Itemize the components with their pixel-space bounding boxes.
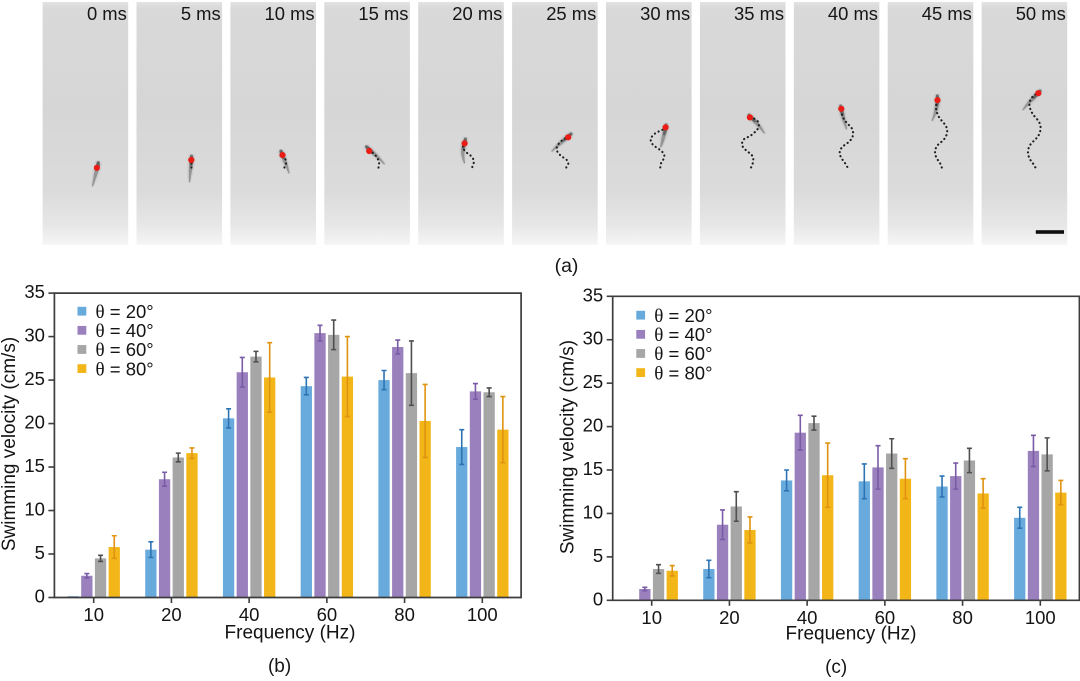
svg-text:40 ms: 40 ms — [828, 3, 878, 24]
svg-text:θ = 60°: θ = 60° — [654, 343, 712, 365]
svg-text:Frequency (Hz): Frequency (Hz) — [225, 623, 356, 644]
svg-text:5 ms: 5 ms — [181, 3, 221, 24]
svg-text:10: 10 — [641, 607, 662, 628]
svg-text:45 ms: 45 ms — [922, 3, 972, 24]
svg-text:θ = 20°: θ = 20° — [654, 305, 712, 327]
svg-text:40: 40 — [797, 607, 818, 628]
svg-text:60: 60 — [317, 604, 338, 625]
svg-text:15: 15 — [24, 455, 45, 476]
svg-text:30: 30 — [24, 325, 45, 346]
svg-text:20: 20 — [583, 415, 604, 436]
svg-text:Swimming velocity (cm/s): Swimming velocity (cm/s) — [557, 340, 578, 554]
svg-text:15 ms: 15 ms — [358, 3, 408, 24]
svg-text:θ = 40°: θ = 40° — [654, 324, 712, 346]
svg-text:10 ms: 10 ms — [265, 3, 315, 24]
svg-text:0 ms: 0 ms — [87, 3, 127, 24]
svg-text:80: 80 — [394, 604, 415, 625]
svg-text:60: 60 — [875, 607, 896, 628]
svg-text:25 ms: 25 ms — [546, 3, 596, 24]
svg-text:θ = 60°: θ = 60° — [96, 339, 154, 361]
svg-text:10: 10 — [583, 501, 604, 522]
svg-text:25: 25 — [24, 368, 45, 389]
svg-text:35: 35 — [24, 281, 45, 302]
svg-text:100: 100 — [1025, 607, 1056, 628]
svg-text:20: 20 — [161, 604, 182, 625]
svg-text:10: 10 — [83, 604, 104, 625]
svg-text:Frequency (Hz): Frequency (Hz) — [786, 624, 917, 645]
svg-text:0: 0 — [35, 586, 45, 607]
svg-text:20 ms: 20 ms — [452, 3, 502, 24]
svg-text:100: 100 — [467, 604, 498, 625]
svg-text:40: 40 — [239, 604, 260, 625]
svg-text:θ = 40°: θ = 40° — [96, 320, 154, 342]
svg-text:5: 5 — [35, 542, 45, 563]
svg-text:35: 35 — [583, 284, 604, 305]
svg-text:15: 15 — [583, 458, 604, 479]
svg-text:0: 0 — [593, 588, 603, 609]
svg-text:25: 25 — [583, 371, 604, 392]
svg-text:θ = 80°: θ = 80° — [96, 358, 154, 380]
svg-text:30 ms: 30 ms — [640, 3, 690, 24]
svg-text:(b): (b) — [268, 656, 291, 677]
svg-text:Swimming velocity (cm/s): Swimming velocity (cm/s) — [0, 337, 20, 551]
svg-text:20: 20 — [24, 412, 45, 433]
svg-text:10: 10 — [24, 499, 45, 520]
svg-text:(a): (a) — [555, 255, 579, 277]
svg-text:θ = 20°: θ = 20° — [96, 301, 154, 323]
svg-text:50 ms: 50 ms — [1016, 3, 1066, 24]
svg-text:20: 20 — [719, 607, 740, 628]
svg-text:(c): (c) — [825, 657, 847, 678]
svg-text:θ = 80°: θ = 80° — [654, 362, 712, 384]
svg-text:5: 5 — [593, 545, 603, 566]
svg-text:35 ms: 35 ms — [734, 3, 784, 24]
svg-text:80: 80 — [952, 607, 973, 628]
svg-text:30: 30 — [583, 328, 604, 349]
